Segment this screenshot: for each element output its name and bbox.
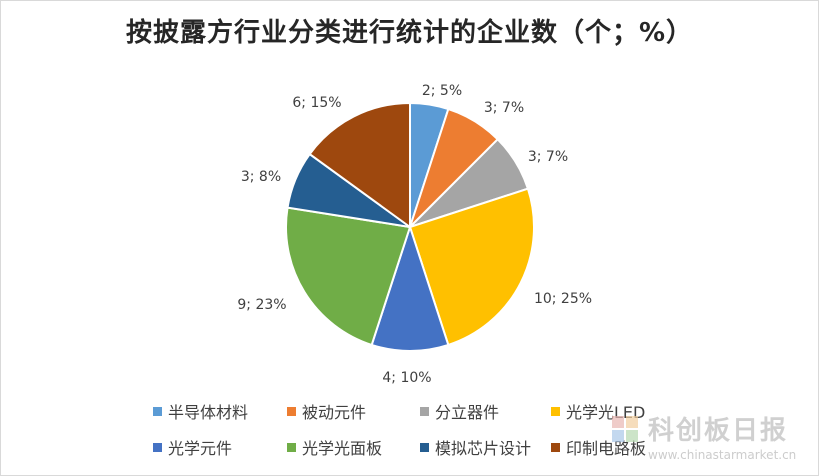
pie-slice [370, 223, 450, 352]
pie-slice [408, 187, 535, 347]
pie-slice [285, 206, 412, 347]
slice-data-label: 3; 7% [528, 149, 568, 165]
watermark-logo-tile [612, 430, 624, 442]
watermark-url: www.chinastarmarket.cn [648, 448, 797, 462]
watermark-name: 科创板日报 [648, 416, 789, 446]
watermark-logo-icon [612, 416, 640, 444]
watermark-logo-tile [612, 416, 624, 428]
watermark-logo-tile [626, 416, 638, 428]
slice-data-label: 4; 10% [382, 370, 431, 386]
slice-data-label: 2; 5% [422, 83, 462, 99]
watermark: 科创板日报 www.chinastarmarket.cn [612, 410, 812, 470]
pie-slice [308, 101, 411, 229]
slice-data-label: 3; 7% [484, 100, 524, 116]
chart-title: 按披露方行业分类进行统计的企业数（个；%） [125, 18, 694, 48]
slice-data-label: 6; 15% [292, 95, 341, 111]
slice-data-label: 9; 23% [237, 297, 286, 313]
slice-data-label: 10; 25% [534, 291, 592, 307]
watermark-logo-tile [626, 430, 638, 442]
slice-data-label: 3; 8% [241, 169, 281, 185]
